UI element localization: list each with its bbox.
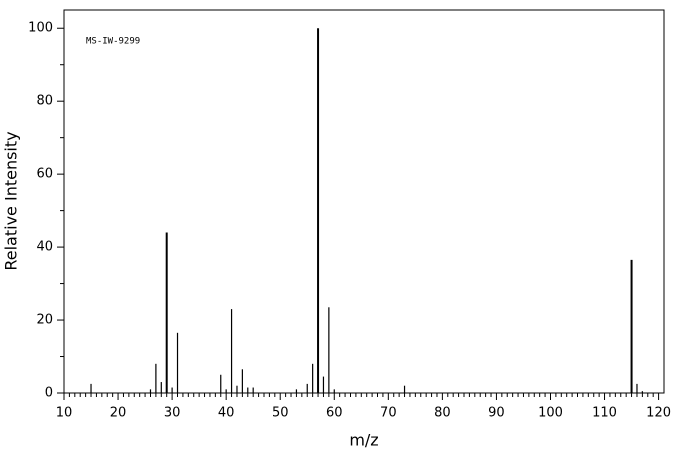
y-tick-label: 40 xyxy=(36,240,53,255)
x-tick-label: 40 xyxy=(218,406,235,421)
y-tick-label: 80 xyxy=(36,94,53,109)
x-tick-label: 10 xyxy=(56,406,73,421)
annotation: MS-IW-9299 xyxy=(86,37,140,47)
x-axis-label: m/z xyxy=(349,431,378,450)
y-tick-label: 60 xyxy=(36,167,53,182)
x-tick-label: 60 xyxy=(326,406,343,421)
y-tick-label: 0 xyxy=(45,386,53,401)
x-tick-label: 90 xyxy=(488,406,505,421)
plot-frame xyxy=(63,9,665,394)
x-tick-label: 70 xyxy=(380,406,397,421)
x-tick-label: 80 xyxy=(434,406,451,421)
y-tick-label: 100 xyxy=(28,21,53,36)
x-tick-label: 100 xyxy=(538,406,563,421)
x-tick-label: 120 xyxy=(646,406,671,421)
y-tick-label: 20 xyxy=(36,313,53,328)
x-tick-label: 110 xyxy=(592,406,617,421)
x-tick-label: 50 xyxy=(272,406,289,421)
x-tick-label: 20 xyxy=(110,406,127,421)
y-axis-label: Relative Intensity xyxy=(2,131,21,270)
x-tick-label: 30 xyxy=(164,406,181,421)
